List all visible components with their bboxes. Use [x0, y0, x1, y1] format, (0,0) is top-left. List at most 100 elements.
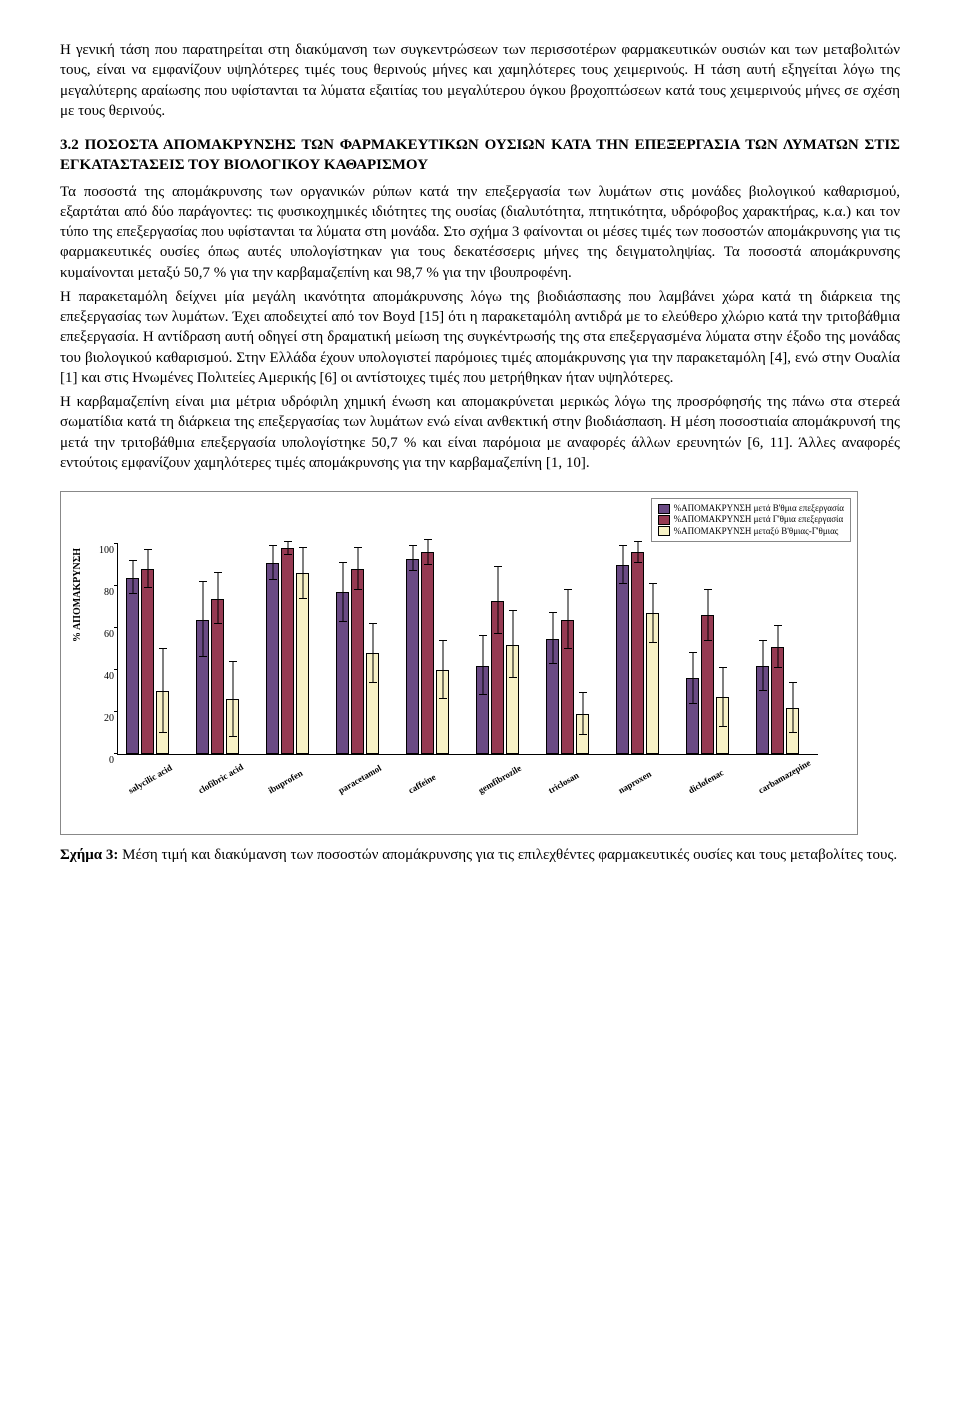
legend-label: %ΑΠΟΜΑΚΡΥΝΣΗ μετά Β'θμια επεξεργασία — [674, 503, 844, 514]
error-cap — [159, 648, 167, 649]
error-bar — [792, 683, 793, 733]
error-cap — [339, 562, 347, 563]
bar — [296, 573, 309, 754]
error-cap — [509, 610, 517, 611]
bar — [141, 569, 154, 754]
error-cap — [759, 690, 767, 691]
error-cap — [424, 564, 432, 565]
error-bar — [482, 636, 483, 695]
bar — [351, 569, 364, 754]
error-cap — [369, 623, 377, 624]
y-tick-label: 60 — [84, 627, 114, 641]
error-bar — [582, 693, 583, 735]
error-cap — [159, 732, 167, 733]
error-cap — [269, 579, 277, 580]
body-paragraph-1: Τα ποσοστά της απομάκρυνσης των οργανικώ… — [60, 182, 900, 283]
error-bar — [552, 613, 553, 663]
x-tick-label: diclofenac — [686, 751, 753, 797]
error-bar — [722, 668, 723, 727]
error-cap — [579, 734, 587, 735]
x-tick-label: naproxen — [616, 751, 683, 797]
error-cap — [269, 545, 277, 546]
y-tick-mark — [114, 627, 118, 628]
legend-label: %ΑΠΟΜΑΚΡΥΝΣΗ μετά Γ'θμια επεξεργασία — [674, 514, 844, 525]
error-cap — [479, 694, 487, 695]
error-bar — [497, 567, 498, 634]
y-tick-label: 100 — [84, 543, 114, 557]
error-bar — [217, 573, 218, 623]
error-cap — [229, 661, 237, 662]
error-cap — [494, 566, 502, 567]
error-cap — [789, 682, 797, 683]
bar — [616, 565, 629, 754]
error-bar — [777, 626, 778, 668]
error-bar — [302, 548, 303, 598]
bar — [126, 578, 139, 754]
error-bar — [357, 548, 358, 590]
figure-caption: Σχήμα 3: Μέση τιμή και διακύμανση των πο… — [60, 845, 900, 865]
bar — [281, 548, 294, 754]
error-cap — [619, 583, 627, 584]
error-bar — [132, 561, 133, 595]
error-cap — [144, 549, 152, 550]
chart-legend: %ΑΠΟΜΑΚΡΥΝΣΗ μετά Β'θμια επεξεργασία%ΑΠΟ… — [651, 498, 851, 542]
error-cap — [409, 545, 417, 546]
error-bar — [652, 584, 653, 643]
error-bar — [762, 641, 763, 691]
error-bar — [427, 540, 428, 565]
error-cap — [774, 625, 782, 626]
error-cap — [299, 547, 307, 548]
error-cap — [759, 640, 767, 641]
error-bar — [342, 563, 343, 622]
x-tick-label: gemfibrozile — [476, 751, 543, 797]
error-bar — [567, 590, 568, 649]
legend-row: %ΑΠΟΜΑΚΡΥΝΣΗ μετά Γ'θμια επεξεργασία — [658, 514, 844, 525]
error-cap — [509, 677, 517, 678]
y-tick-label: 0 — [84, 753, 114, 767]
error-cap — [424, 539, 432, 540]
error-cap — [199, 581, 207, 582]
error-cap — [619, 545, 627, 546]
error-cap — [144, 587, 152, 588]
y-axis-label: % ΑΠΟΜΑΚΡΥΝΣΗ — [71, 548, 85, 642]
error-bar — [272, 546, 273, 580]
legend-swatch — [658, 504, 670, 514]
error-cap — [354, 547, 362, 548]
y-tick-label: 40 — [84, 669, 114, 683]
error-bar — [372, 624, 373, 683]
x-tick-label: ibuprofen — [266, 751, 333, 797]
error-cap — [649, 583, 657, 584]
error-cap — [719, 726, 727, 727]
y-tick-mark — [114, 711, 118, 712]
error-cap — [439, 698, 447, 699]
x-tick-label: carbamazepine — [756, 751, 823, 797]
plot-area: 020406080100salycilic acidclofibric acid… — [117, 544, 818, 755]
error-cap — [719, 667, 727, 668]
legend-label: %ΑΠΟΜΑΚΡΥΝΣΗ μεταξύ Β'θμιας-Γ'θμιας — [674, 526, 839, 537]
error-bar — [232, 662, 233, 738]
error-cap — [564, 589, 572, 590]
x-tick-label: triclosan — [546, 751, 613, 797]
legend-swatch — [658, 526, 670, 536]
error-cap — [409, 570, 417, 571]
bar — [631, 552, 644, 754]
error-cap — [229, 736, 237, 737]
error-cap — [494, 633, 502, 634]
error-bar — [707, 590, 708, 640]
error-cap — [549, 663, 557, 664]
error-cap — [369, 682, 377, 683]
error-cap — [214, 572, 222, 573]
bar — [406, 559, 419, 754]
intro-paragraph: Η γενική τάση που παρατηρείται στη διακύ… — [60, 40, 900, 121]
error-cap — [354, 589, 362, 590]
error-cap — [479, 635, 487, 636]
error-cap — [549, 612, 557, 613]
y-tick-mark — [114, 543, 118, 544]
section-title: 3.2 ΠΟΣΟΣΤΑ ΑΠΟΜΑΚΡΥΝΣΗΣ ΤΩΝ ΦΑΡΜΑΚΕΥΤΙΚ… — [60, 135, 900, 176]
error-cap — [634, 541, 642, 542]
y-tick-label: 80 — [84, 585, 114, 599]
error-bar — [412, 546, 413, 571]
error-cap — [284, 554, 292, 555]
body-paragraph-3: Η καρβαμαζεπίνη είναι μια μέτρια υδρόφιλ… — [60, 392, 900, 473]
error-cap — [339, 621, 347, 622]
